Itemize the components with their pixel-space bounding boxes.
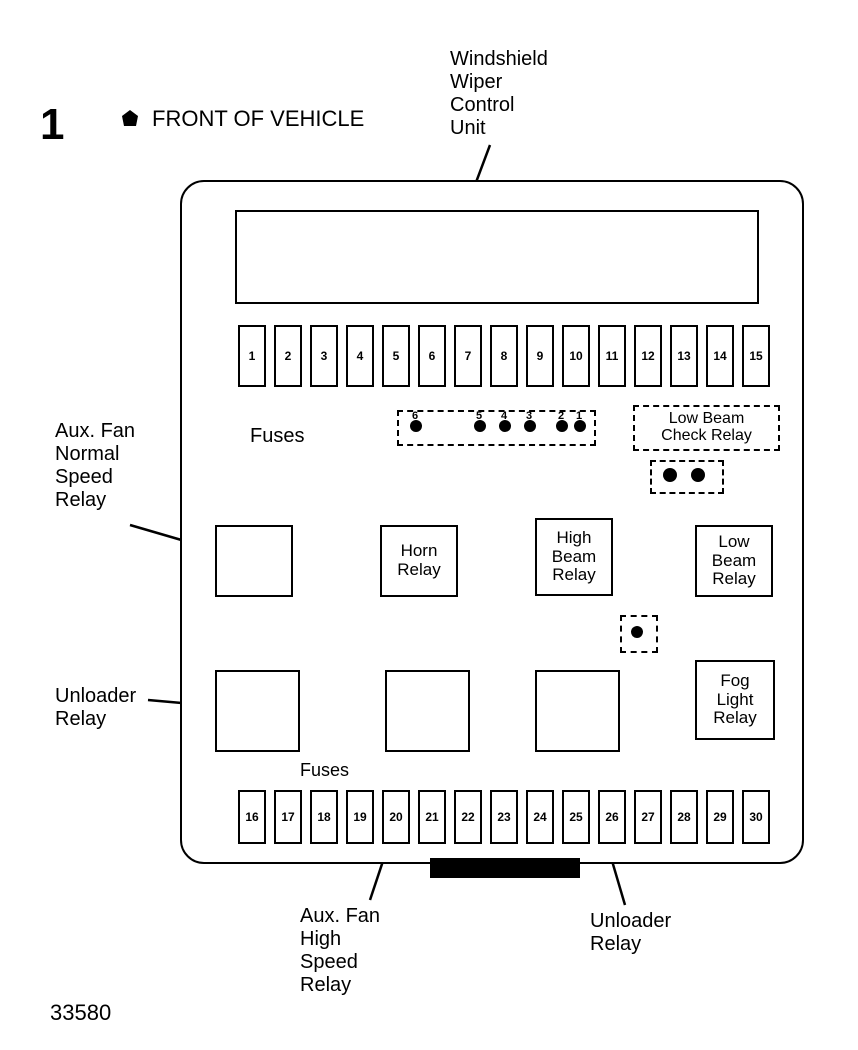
low-beam-check-relay: Low Beam Check Relay <box>633 405 780 451</box>
fuse-21: 21 <box>418 790 446 844</box>
diagram-stage: 1 FRONT OF VEHICLE 123456789101112131415… <box>0 0 858 1050</box>
fuse-24: 24 <box>526 790 554 844</box>
fuse-6: 6 <box>418 325 446 387</box>
fuse-4: 4 <box>346 325 374 387</box>
front-of-vehicle-label: FRONT OF VEHICLE <box>152 106 364 131</box>
fuse-1: 1 <box>238 325 266 387</box>
relay-box: Fog Light Relay <box>695 660 775 740</box>
relay-box <box>215 670 300 752</box>
fuse-29: 29 <box>706 790 734 844</box>
check-dot-label: 4 <box>501 410 507 422</box>
fuse-25: 25 <box>562 790 590 844</box>
callout-wiper: Windshield Wiper Control Unit <box>450 48 548 140</box>
fuse-23: 23 <box>490 790 518 844</box>
fuse-5: 5 <box>382 325 410 387</box>
aux-dot <box>691 468 705 482</box>
fuse-19: 19 <box>346 790 374 844</box>
relay-box: Low Beam Relay <box>695 525 773 597</box>
relay-box <box>535 670 620 752</box>
two-dot-box <box>650 460 724 494</box>
callout-fuses-bottom: Fuses <box>300 760 349 781</box>
fuse-9: 9 <box>526 325 554 387</box>
fuse-30: 30 <box>742 790 770 844</box>
black-bar <box>430 858 580 878</box>
fuse-3: 3 <box>310 325 338 387</box>
callout-aux-high: Aux. Fan High Speed Relay <box>300 905 380 997</box>
fuse-28: 28 <box>670 790 698 844</box>
fuse-15: 15 <box>742 325 770 387</box>
check-dot-label: 1 <box>576 410 582 422</box>
fuse-10: 10 <box>562 325 590 387</box>
fuse-16: 16 <box>238 790 266 844</box>
fuse-8: 8 <box>490 325 518 387</box>
fuse-12: 12 <box>634 325 662 387</box>
figure-number: 1 <box>40 100 64 150</box>
relay-box: Horn Relay <box>380 525 458 597</box>
fuse-7: 7 <box>454 325 482 387</box>
fuse-27: 27 <box>634 790 662 844</box>
fuse-26: 26 <box>598 790 626 844</box>
callout-unloader-left: Unloader Relay <box>55 685 136 731</box>
front-marker-icon <box>122 110 138 126</box>
check-dot-label: 2 <box>558 410 564 422</box>
relay-box <box>385 670 470 752</box>
relay-box <box>215 525 293 597</box>
fuse-11: 11 <box>598 325 626 387</box>
fuse-20: 20 <box>382 790 410 844</box>
fuse-22: 22 <box>454 790 482 844</box>
callout-aux-normal: Aux. Fan Normal Speed Relay <box>55 420 135 512</box>
callout-fuses-top: Fuses <box>250 425 304 448</box>
check-dot-label: 5 <box>476 410 482 422</box>
check-dot-label: 6 <box>412 410 418 422</box>
single-dot-point <box>631 626 643 638</box>
fuse-13: 13 <box>670 325 698 387</box>
aux-dot <box>663 468 677 482</box>
fuse-17: 17 <box>274 790 302 844</box>
fuse-14: 14 <box>706 325 734 387</box>
footer-id: 33580 <box>50 1000 111 1026</box>
callout-unloader-right: Unloader Relay <box>590 910 671 956</box>
wiper-control-box <box>235 210 759 304</box>
fuse-2: 2 <box>274 325 302 387</box>
fuse-18: 18 <box>310 790 338 844</box>
check-dot-label: 3 <box>526 410 532 422</box>
relay-box: High Beam Relay <box>535 518 613 596</box>
